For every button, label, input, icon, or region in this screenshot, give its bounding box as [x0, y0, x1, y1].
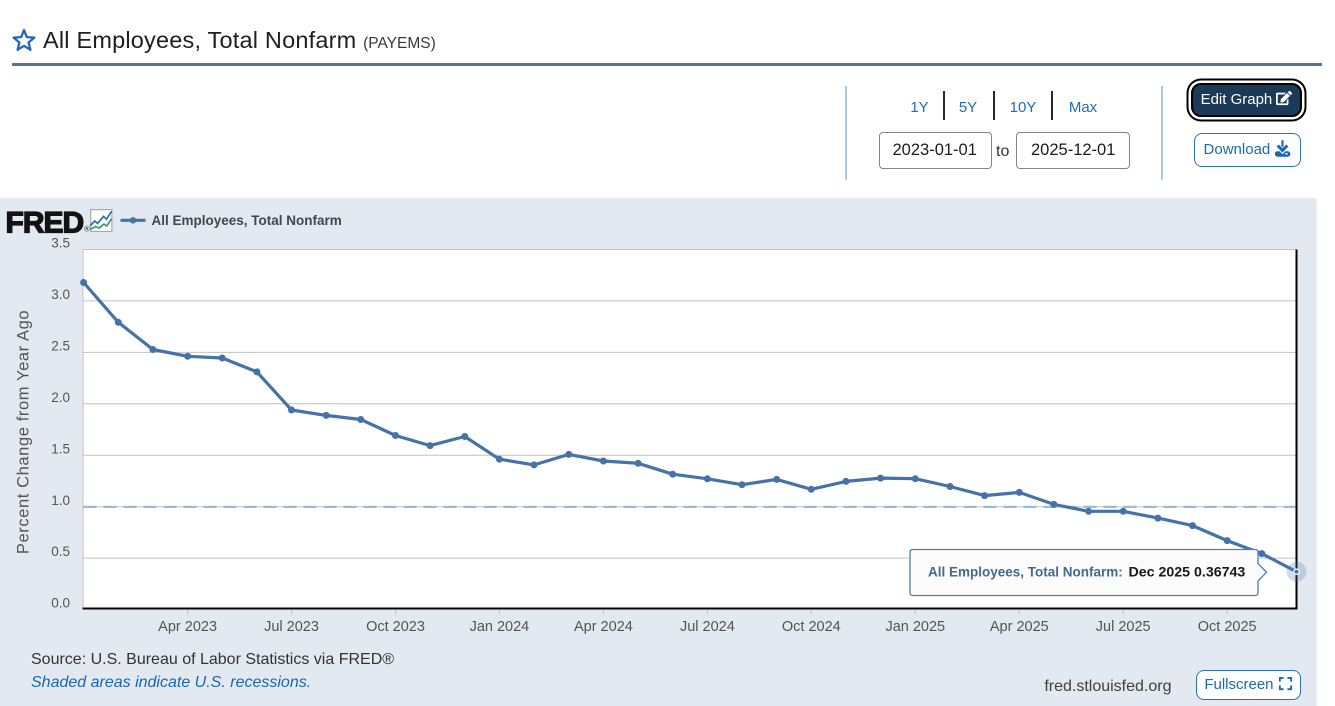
svg-text:Apr 2025: Apr 2025: [990, 619, 1049, 635]
svg-text:3.0: 3.0: [51, 287, 70, 302]
svg-text:Jul 2024: Jul 2024: [680, 619, 735, 635]
svg-text:2.5: 2.5: [51, 339, 70, 354]
svg-text:Oct 2025: Oct 2025: [1198, 619, 1257, 635]
svg-text:®: ®: [84, 225, 90, 234]
svg-text:1.5: 1.5: [51, 441, 70, 456]
svg-text:FRED: FRED: [6, 207, 84, 240]
svg-text:3.5: 3.5: [51, 236, 70, 251]
svg-text:Oct 2024: Oct 2024: [782, 619, 841, 635]
svg-text:Percent Change from Year Ago: Percent Change from Year Ago: [15, 310, 33, 554]
svg-text:2.0: 2.0: [51, 390, 70, 405]
svg-text:Jul 2023: Jul 2023: [264, 619, 319, 635]
svg-text:All Employees, Total Nonfarm:: All Employees, Total Nonfarm: Dec 2025 0…: [928, 565, 1245, 581]
svg-text:Apr 2024: Apr 2024: [574, 619, 633, 635]
svg-text:0.0: 0.0: [51, 596, 70, 611]
svg-text:All Employees, Total Nonfarm: All Employees, Total Nonfarm: [152, 213, 342, 228]
svg-text:Jul 2025: Jul 2025: [1096, 619, 1151, 635]
svg-text:1.0: 1.0: [51, 493, 70, 508]
svg-text:fred.stlouisfed.org: fred.stlouisfed.org: [1044, 678, 1171, 695]
svg-text:Jan 2024: Jan 2024: [470, 619, 530, 635]
svg-text:Jan 2025: Jan 2025: [885, 619, 945, 635]
svg-text:Oct 2023: Oct 2023: [366, 619, 425, 635]
svg-text:Apr 2023: Apr 2023: [158, 619, 217, 635]
svg-text:Source: U.S. Bureau of Labor S: Source: U.S. Bureau of Labor Statistics …: [31, 651, 394, 668]
svg-text:Shaded areas indicate U.S. rec: Shaded areas indicate U.S. recessions.: [31, 674, 311, 691]
svg-text:0.5: 0.5: [51, 544, 70, 559]
